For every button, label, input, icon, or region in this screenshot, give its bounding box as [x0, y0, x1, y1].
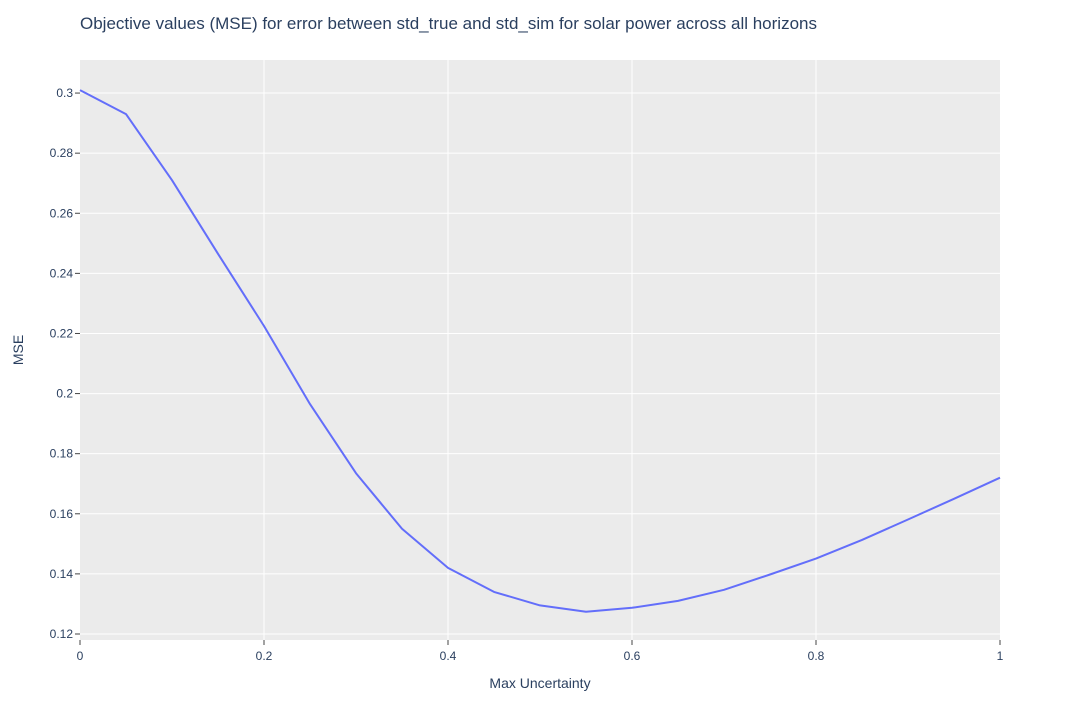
y-axis-title: MSE — [10, 335, 26, 365]
y-tick-label: 0.28 — [50, 146, 74, 160]
y-tick-label: 0.26 — [50, 206, 74, 220]
y-tick-label: 0.22 — [50, 326, 74, 340]
x-tick-label: 0 — [77, 649, 84, 663]
y-tick-label: 0.18 — [50, 447, 74, 461]
y-tick-label: 0.14 — [50, 567, 74, 581]
y-tick-label: 0.24 — [50, 266, 74, 280]
plot-background — [80, 60, 1000, 640]
gridlines — [80, 60, 1000, 640]
y-tick-label: 0.12 — [50, 627, 74, 641]
x-tick-label: 0.8 — [808, 649, 825, 663]
x-axis-title: Max Uncertainty — [489, 675, 590, 691]
y-tick-label: 0.2 — [56, 387, 73, 401]
chart-title: Objective values (MSE) for error between… — [80, 14, 817, 33]
series-line — [79, 89, 1001, 613]
axis-ticks: 0 0.2 0.4 0.6 0.8 1 0.12 0.14 0.16 0.18 0.2 0.22 0.2… — [50, 86, 1004, 663]
y-tick-label: 0.16 — [50, 507, 74, 521]
x-tick-label: 0.4 — [440, 649, 457, 663]
series-layer — [79, 89, 1001, 613]
x-tick-label: 0.6 — [624, 649, 641, 663]
x-tick-label: 0.2 — [256, 649, 273, 663]
x-tick-label: 1 — [997, 649, 1004, 663]
y-tick-label: 0.3 — [56, 86, 73, 100]
